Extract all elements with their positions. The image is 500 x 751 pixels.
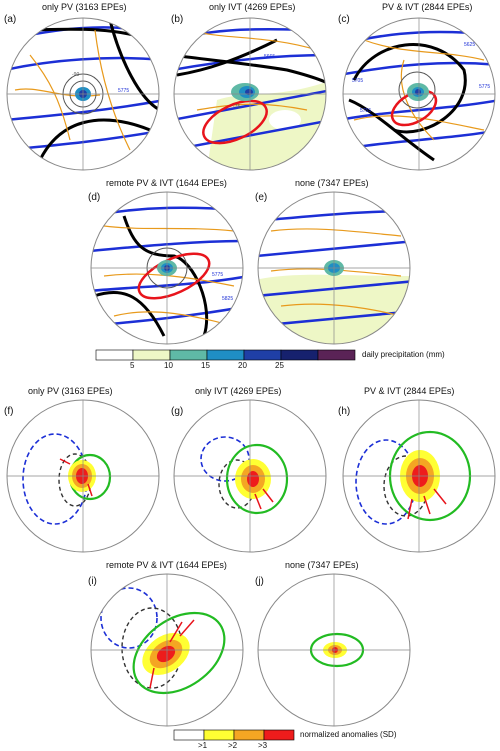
- contour-label: -75: [233, 104, 240, 110]
- precip-colorbar: 5 10 15 20 25 daily precipitation (mm): [95, 349, 445, 372]
- precip-tick: 10: [164, 361, 173, 370]
- anomaly-colorbar: >1 >2 >3 normalized anomalies (SD): [173, 729, 474, 750]
- panel-a: only PV (3163 EPEs) (a) -90 5775: [0, 0, 165, 171]
- polar-map-a: -90 5775: [6, 17, 160, 171]
- panel-letter: (c): [338, 14, 350, 25]
- panel-title: none (7347 EPEs): [295, 178, 369, 188]
- panel-letter: (f): [4, 406, 14, 417]
- polar-anomaly-g: [173, 399, 327, 553]
- panel-f: only PV (3163 EPEs) (f): [0, 384, 165, 554]
- precip-colorbar-label: daily precipitation (mm): [362, 350, 445, 359]
- precip-tick: 20: [238, 361, 247, 370]
- anomaly-colorbar-label: normalized anomalies (SD): [300, 730, 397, 739]
- contour-label: 5705: [352, 78, 363, 84]
- precip-tick: 5: [130, 361, 135, 370]
- panel-title: PV & IVT (2844 EPEs): [382, 2, 473, 12]
- anomaly-tick: >3: [258, 741, 268, 750]
- precip-tick: 25: [275, 361, 284, 370]
- panel-letter: (i): [88, 576, 97, 587]
- precip-tick: 15: [201, 361, 210, 370]
- contour-label: 5775: [118, 88, 129, 94]
- panel-letter: (h): [338, 406, 351, 417]
- panel-title: only PV (3163 EPEs): [28, 386, 113, 396]
- panel-b: only IVT (4269 EPEs) (b) 5665 -75: [167, 0, 332, 171]
- panel-title: only IVT (4269 EPEs): [195, 386, 282, 396]
- anomaly-tick: >2: [228, 741, 238, 750]
- contour-label: 5755: [360, 108, 371, 114]
- contour-label: 5665: [264, 54, 275, 60]
- panel-e: none (7347 EPEs) (e): [251, 176, 416, 346]
- contour-label: 5825: [222, 296, 233, 302]
- panel-title: PV & IVT (2844 EPEs): [364, 386, 455, 396]
- panel-title: remote PV & IVT (1644 EPEs): [106, 560, 227, 570]
- panel-letter: (b): [171, 14, 184, 25]
- precip-colorbar-swatches: [95, 349, 356, 361]
- contour-label: -90: [72, 72, 79, 78]
- panel-letter: (d): [88, 192, 101, 203]
- panel-i: remote PV & IVT (1644 EPEs) (i): [84, 558, 249, 728]
- panel-letter: (g): [171, 406, 184, 417]
- polar-anomaly-j: [257, 573, 411, 727]
- anomaly-colorbar-swatches: [173, 729, 295, 741]
- contour-label: 5625: [464, 42, 475, 48]
- panel-j: none (7347 EPEs) (j): [251, 558, 416, 728]
- panel-g: only IVT (4269 EPEs) (g): [167, 384, 332, 554]
- panel-title: only IVT (4269 EPEs): [209, 2, 296, 12]
- contour-label: 5775: [479, 84, 490, 90]
- polar-map-e: [257, 191, 411, 345]
- panel-d: remote PV & IVT (1644 EPEs) (d) 5775 5825: [84, 176, 249, 346]
- panel-h: PV & IVT (2844 EPEs) (h): [334, 384, 500, 554]
- polar-map-b: 5665 -75: [173, 17, 327, 171]
- panel-title: remote PV & IVT (1644 EPEs): [106, 178, 227, 188]
- panel-title: none (7347 EPEs): [285, 560, 359, 570]
- panel-letter: (j): [255, 576, 264, 587]
- panel-c: PV & IVT (2844 EPEs) (c) 5625 5705 5775 575…: [334, 0, 500, 171]
- polar-map-c: 5625 5705 5775 5755: [342, 17, 496, 171]
- contour-label: 5775: [212, 272, 223, 278]
- polar-anomaly-f: [6, 399, 160, 553]
- polar-anomaly-h: [342, 399, 496, 553]
- polar-map-d: 5775 5825: [90, 191, 244, 345]
- panel-letter: (e): [255, 192, 268, 203]
- panel-title: only PV (3163 EPEs): [42, 2, 127, 12]
- anomaly-tick: >1: [198, 741, 208, 750]
- panel-letter: (a): [4, 14, 17, 25]
- polar-anomaly-i: [90, 573, 244, 727]
